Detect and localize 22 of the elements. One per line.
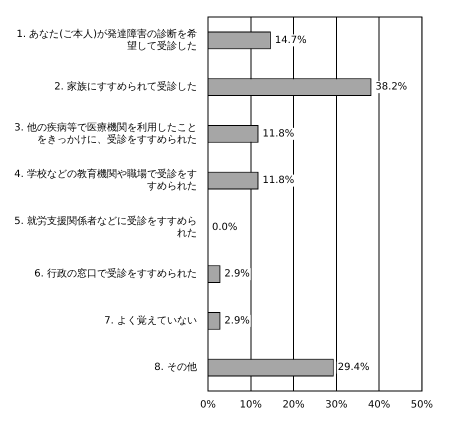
y-tick-label: 8. その他 — [154, 361, 197, 374]
y-tick-label: 4. 学校などの教育機関や職場で受診をすすめられた — [14, 168, 197, 192]
data-label: 38.2% — [375, 82, 408, 93]
data-label: 29.4% — [338, 362, 370, 374]
x-tick-label: 40% — [368, 400, 390, 411]
y-tick-label: 2. 家族にすすめられて受診した — [54, 80, 197, 93]
y-tick-label: 5. 就労支援関係者などに受診をすすめられた — [14, 214, 197, 239]
x-tick-label: 20% — [282, 400, 305, 411]
x-tick-label: 10% — [240, 400, 262, 411]
y-tick-label: 1. あなた(ご本人)が発達障害の診断を希望して受診した — [16, 28, 197, 52]
data-label: 2.9% — [224, 268, 250, 280]
y-tick-label: 6. 行政の窓口で受診をすすめられた — [34, 268, 197, 280]
x-tick-label: 0% — [200, 400, 216, 411]
y-tick-label: 7. よく覚えていない — [104, 314, 197, 326]
data-label: 2.9% — [224, 315, 250, 326]
x-tick-label: 30% — [325, 400, 348, 411]
data-label: 11.8% — [262, 175, 294, 186]
data-label: 11.8% — [262, 128, 294, 140]
data-label: 14.7% — [274, 34, 307, 46]
data-label: 0.0% — [212, 222, 238, 233]
y-tick-label: 3. 他の疾病等で医療機関を利用したことをきっかけに、受診をすすめられた — [14, 121, 197, 146]
x-tick-label: 50% — [410, 400, 434, 411]
